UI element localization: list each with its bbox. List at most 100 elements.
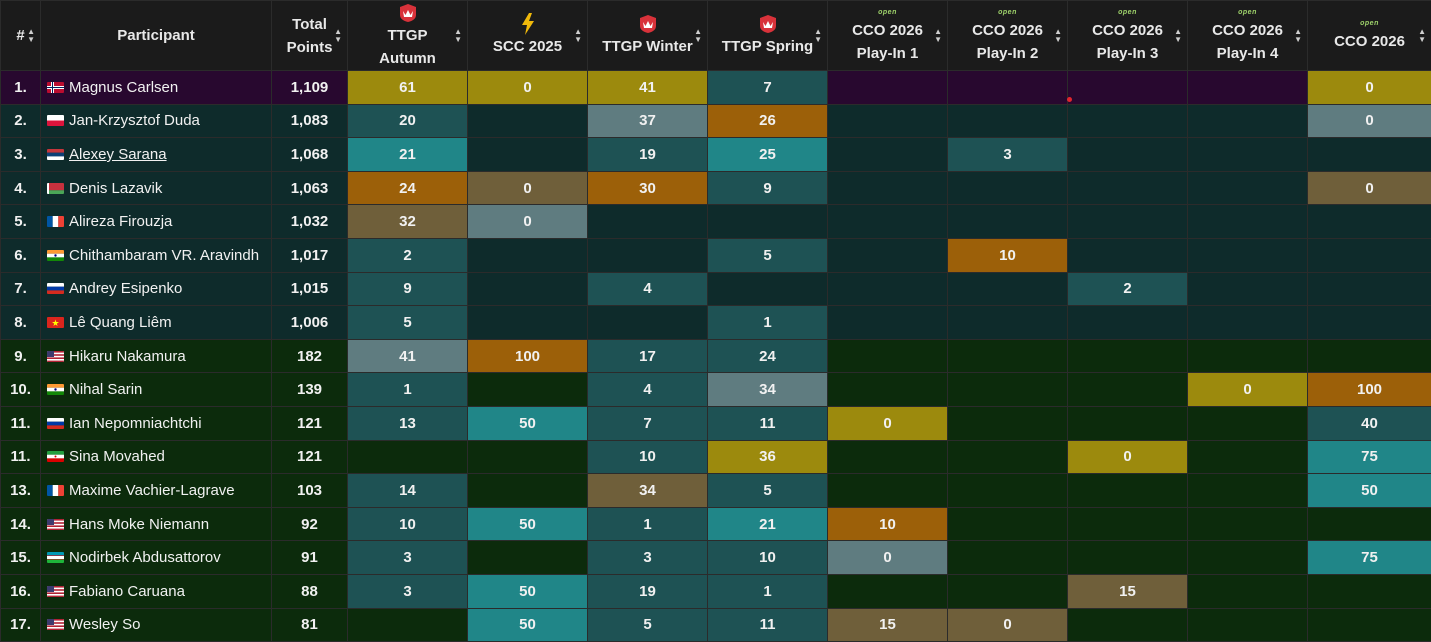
rank-cell: 16. <box>1 574 41 608</box>
score-cell: 0 <box>1308 104 1431 138</box>
sort-arrows-icon[interactable]: ▲▼ <box>1294 28 1302 44</box>
sort-arrows-icon[interactable]: ▲▼ <box>334 28 342 44</box>
score-cell <box>1188 272 1308 306</box>
ttgp-crown-icon <box>758 13 778 35</box>
score-cell: 0 <box>468 205 588 239</box>
participant-link[interactable]: Alexey Sarana <box>69 146 167 163</box>
score-cell <box>948 306 1068 340</box>
column-header-label: TTGP <box>388 24 428 47</box>
score-cell <box>468 138 588 172</box>
score-cell: 34 <box>588 474 708 508</box>
column-header-6[interactable]: TTGP Spring▲▼ <box>708 1 828 71</box>
participant-name: Alireza Firouzja <box>69 213 172 230</box>
rank-cell: 2. <box>1 104 41 138</box>
rank-cell: 13. <box>1 474 41 508</box>
score-cell: 15 <box>828 608 948 642</box>
rank-cell: 10. <box>1 373 41 407</box>
sort-arrows-icon[interactable]: ▲▼ <box>814 28 822 44</box>
column-header-0[interactable]: #▲▼ <box>1 1 41 71</box>
score-cell: 0 <box>1068 440 1188 474</box>
score-cell: 5 <box>588 608 708 642</box>
score-cell: 3 <box>948 138 1068 172</box>
score-cell <box>1188 138 1308 172</box>
score-cell <box>948 171 1068 205</box>
sort-arrows-icon[interactable]: ▲▼ <box>27 28 35 44</box>
lightning-icon <box>520 13 536 35</box>
participant-cell: Denis Lazavik <box>41 171 272 205</box>
sort-arrows-icon[interactable]: ▲▼ <box>574 28 582 44</box>
open-logo-icon: open <box>1238 7 1257 19</box>
score-cell: 37 <box>588 104 708 138</box>
score-cell: 11 <box>708 406 828 440</box>
score-cell: 0 <box>828 541 948 575</box>
score-cell <box>468 474 588 508</box>
score-cell <box>708 272 828 306</box>
score-cell <box>1308 272 1431 306</box>
total-points-cell: 121 <box>272 406 348 440</box>
sort-arrows-icon[interactable]: ▲▼ <box>934 28 942 44</box>
score-cell <box>468 104 588 138</box>
column-header-1[interactable]: Participant <box>41 1 272 71</box>
column-header-4[interactable]: SCC 2025▲▼ <box>468 1 588 71</box>
score-cell <box>828 138 948 172</box>
score-cell <box>948 104 1068 138</box>
score-cell: 5 <box>348 306 468 340</box>
score-cell <box>948 339 1068 373</box>
score-cell <box>468 541 588 575</box>
total-points-cell: 1,032 <box>272 205 348 239</box>
score-cell: 10 <box>828 507 948 541</box>
score-cell <box>948 541 1068 575</box>
sort-arrows-icon[interactable]: ▲▼ <box>1174 28 1182 44</box>
column-header-label: Play-In 2 <box>977 42 1039 65</box>
score-cell: 10 <box>948 238 1068 272</box>
rank-cell: 15. <box>1 541 41 575</box>
total-points-cell: 1,068 <box>272 138 348 172</box>
participant-cell: Jan-Krzysztof Duda <box>41 104 272 138</box>
ttgp-crown-icon <box>638 13 658 35</box>
column-header-5[interactable]: TTGP Winter▲▼ <box>588 1 708 71</box>
sort-arrows-icon[interactable]: ▲▼ <box>1054 28 1062 44</box>
score-cell: 1 <box>708 306 828 340</box>
score-cell: 0 <box>468 71 588 105</box>
score-cell <box>1068 238 1188 272</box>
usa-flag-icon <box>47 516 69 533</box>
score-cell <box>828 440 948 474</box>
sort-arrows-icon[interactable]: ▲▼ <box>694 28 702 44</box>
sort-arrows-icon[interactable]: ▲▼ <box>454 28 462 44</box>
score-cell <box>1068 406 1188 440</box>
score-cell <box>1308 205 1431 239</box>
open-logo-icon: open <box>1360 18 1379 30</box>
score-cell <box>828 574 948 608</box>
participant-cell: Maxime Vachier-Lagrave <box>41 474 272 508</box>
score-cell: 15 <box>1068 574 1188 608</box>
open-logo-icon: open <box>998 7 1017 19</box>
sort-arrows-icon[interactable]: ▲▼ <box>1418 28 1426 44</box>
score-cell <box>1068 474 1188 508</box>
score-cell <box>948 71 1068 105</box>
